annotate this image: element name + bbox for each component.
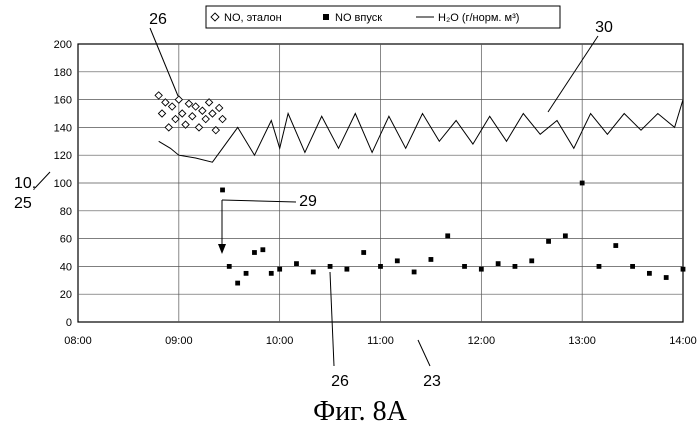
no-inlet-point xyxy=(269,271,274,276)
no-inlet-point xyxy=(344,267,349,272)
no-inlet-point xyxy=(395,258,400,263)
no-inlet-point xyxy=(563,233,568,238)
no-inlet-point xyxy=(429,257,434,262)
x-tick-label: 11:00 xyxy=(367,335,394,347)
no-inlet-point xyxy=(647,271,652,276)
legend-label-reference: NO, эталон xyxy=(224,12,282,24)
legend-label-h2o: H₂O (г/норм. м³) xyxy=(438,12,519,24)
y-tick-label: 180 xyxy=(54,67,72,79)
no-inlet-point xyxy=(252,250,257,255)
legend-square-marker xyxy=(323,14,329,20)
y-tick-label: 80 xyxy=(60,206,72,218)
no-inlet-point xyxy=(597,264,602,269)
x-tick-label: 12:00 xyxy=(468,335,496,347)
x-tick-label: 14:00 xyxy=(669,335,697,347)
no-inlet-point xyxy=(613,243,618,248)
y-tick-labels: 0 20 40 60 80 100 120 140 160 180 200 xyxy=(54,39,72,329)
x-tick-label: 13:00 xyxy=(568,335,596,347)
x-tick-label: 09:00 xyxy=(165,335,193,347)
no-inlet-point xyxy=(681,267,686,272)
no-inlet-point xyxy=(227,264,232,269)
callout-label: 26 xyxy=(331,373,349,390)
no-inlet-point xyxy=(546,239,551,244)
no-inlet-point xyxy=(328,264,333,269)
callout-label: 30 xyxy=(595,19,613,36)
x-tick-labels: 08:00 09:00 10:00 11:00 12:00 13:00 14:00 xyxy=(64,335,697,347)
no-inlet-point xyxy=(664,275,669,280)
y-tick-label: 0 xyxy=(66,317,72,329)
no-inlet-point xyxy=(580,181,585,186)
callout-leader xyxy=(418,340,430,366)
no-inlet-point xyxy=(496,261,501,266)
no-inlet-point xyxy=(260,247,265,252)
no-inlet-point xyxy=(529,258,534,263)
no-inlet-point xyxy=(412,270,417,275)
plot-area: 0 20 40 60 80 100 120 140 160 180 200 08:00 09:00 10… xyxy=(54,39,697,347)
no-inlet-point xyxy=(445,233,450,238)
y-tick-label: 160 xyxy=(54,95,72,107)
no-inlet-point xyxy=(513,264,518,269)
legend-items: NO, эталон NO впуск H₂O (г/норм. м³) xyxy=(211,12,519,24)
figure-caption: Фиг. 8A xyxy=(313,396,407,427)
no-inlet-point xyxy=(220,188,225,193)
no-inlet-point xyxy=(294,261,299,266)
callout-label: 29 xyxy=(299,193,317,210)
no-inlet-point xyxy=(462,264,467,269)
callout-label: 23 xyxy=(423,373,441,390)
callout-label: 10, xyxy=(14,175,36,192)
legend: NO, эталон NO впуск H₂O (г/норм. м³) xyxy=(206,6,560,28)
callout-leader xyxy=(35,172,50,188)
no-inlet-point xyxy=(311,270,316,275)
no-inlet-point xyxy=(378,264,383,269)
y-tick-label: 100 xyxy=(54,178,72,190)
y-tick-label: 60 xyxy=(60,234,72,246)
x-tick-label: 10:00 xyxy=(266,335,294,347)
no-inlet-point xyxy=(479,267,484,272)
no-inlet-point xyxy=(630,264,635,269)
y-tick-label: 20 xyxy=(60,289,72,301)
no-inlet-point xyxy=(361,250,366,255)
no-inlet-point xyxy=(277,267,282,272)
x-tick-label: 08:00 xyxy=(64,335,92,347)
no-inlet-point xyxy=(244,271,249,276)
callout-label: 26 xyxy=(149,11,167,28)
y-tick-label: 40 xyxy=(60,261,72,273)
legend-label-inlet: NO впуск xyxy=(335,12,382,24)
y-tick-label: 140 xyxy=(54,122,72,134)
y-tick-label: 120 xyxy=(54,150,72,162)
y-tick-label: 200 xyxy=(54,39,72,51)
callout-label: 25 xyxy=(14,195,32,212)
no-inlet-point xyxy=(235,281,240,286)
